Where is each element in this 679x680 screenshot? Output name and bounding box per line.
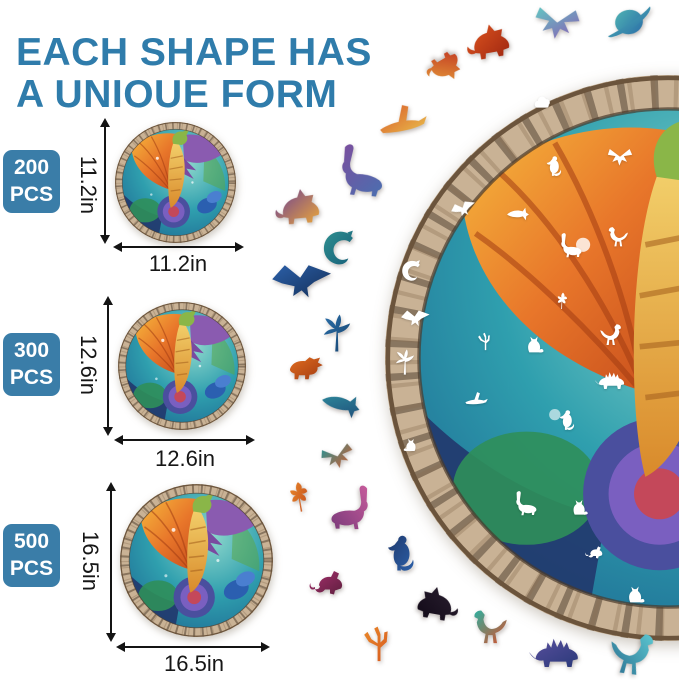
piece-orange-oak-leaf xyxy=(280,476,323,519)
puzzle-disc-300 xyxy=(118,302,246,430)
piece-teal-flying-dragon xyxy=(526,0,589,56)
cutout-poodle-dog xyxy=(521,329,547,355)
pcs-badge-500: 500 PCS xyxy=(3,524,60,587)
width-label-500: 16.5in xyxy=(164,651,224,676)
cutout-sauropod-2 xyxy=(510,488,540,518)
height-arrow-200 xyxy=(100,118,110,244)
pcs-count: 300 xyxy=(13,339,50,363)
pcs-count: 500 xyxy=(13,530,50,554)
cutout-cat xyxy=(567,493,591,517)
piece-saturn-planet xyxy=(595,0,662,56)
cutout-squirrel xyxy=(401,433,421,453)
cutout-monkey xyxy=(541,153,567,179)
pcs-count: 200 xyxy=(13,156,50,180)
height-label-200: 11.2in xyxy=(76,155,101,215)
piece-teal-trex xyxy=(468,607,512,651)
cutout-squirrel-2 xyxy=(583,538,609,564)
piece-purple-parasaur xyxy=(326,136,394,204)
width-label-200: 11.2in xyxy=(148,251,208,276)
page-title-line1: EACH SHAPE HAS xyxy=(16,31,372,75)
height-label-300: 12.6in xyxy=(76,335,101,395)
cutout-curled-dragon xyxy=(398,258,426,286)
cutout-flying-dragon xyxy=(604,142,636,174)
cutout-cat-2 xyxy=(622,579,648,605)
pcs-unit: PCS xyxy=(9,365,54,389)
cutout-stegosaurus xyxy=(593,362,629,398)
piece-orange-triceratops xyxy=(284,344,328,388)
cutout-manta xyxy=(505,201,531,227)
piece-magenta-chameleon xyxy=(305,555,355,605)
piece-orange-coral xyxy=(356,617,404,665)
cutout-coral xyxy=(474,328,498,352)
height-arrow-300 xyxy=(103,296,113,436)
piece-purple-cat xyxy=(269,172,332,235)
pcs-badge-300: 300 PCS xyxy=(3,333,60,396)
piece-teal-raptor xyxy=(599,624,662,680)
puzzle-disc-500 xyxy=(120,484,273,637)
cutout-raptor xyxy=(605,225,631,251)
width-arrow-300 xyxy=(114,435,255,445)
puzzle-disc-200 xyxy=(115,122,236,243)
cutout-monkey-2 xyxy=(554,407,580,433)
piece-small-teal-dragon xyxy=(312,432,363,483)
width-arrow-200 xyxy=(113,242,244,252)
cutout-palm-tree xyxy=(390,347,420,377)
page-title: EACH SHAPE HAS A UNIOUE FORM xyxy=(16,32,372,115)
width-label-300: 12.6in xyxy=(155,446,215,471)
cutout-sauropod xyxy=(555,230,585,260)
cutout-raptor-2 xyxy=(597,322,625,350)
piece-black-cat xyxy=(405,569,468,632)
height-label-500: 16.5in xyxy=(78,531,103,591)
pcs-unit: PCS xyxy=(9,182,54,206)
cutout-pterodactyl xyxy=(399,305,433,339)
cutout-cloud xyxy=(528,89,558,119)
piece-pink-brontosaurus xyxy=(325,480,379,534)
piece-purple-stegosaurus xyxy=(526,622,586,680)
width-arrow-500 xyxy=(116,642,270,652)
height-arrow-500 xyxy=(106,482,116,642)
cutout-leaf xyxy=(553,291,573,311)
cutout-bird xyxy=(462,386,490,414)
pcs-badge-200: 200 PCS xyxy=(3,150,60,213)
page-title-line2: A UNIOUE FORM xyxy=(16,72,338,116)
pcs-unit: PCS xyxy=(9,556,54,580)
piece-teal-manta-ray xyxy=(313,376,369,432)
